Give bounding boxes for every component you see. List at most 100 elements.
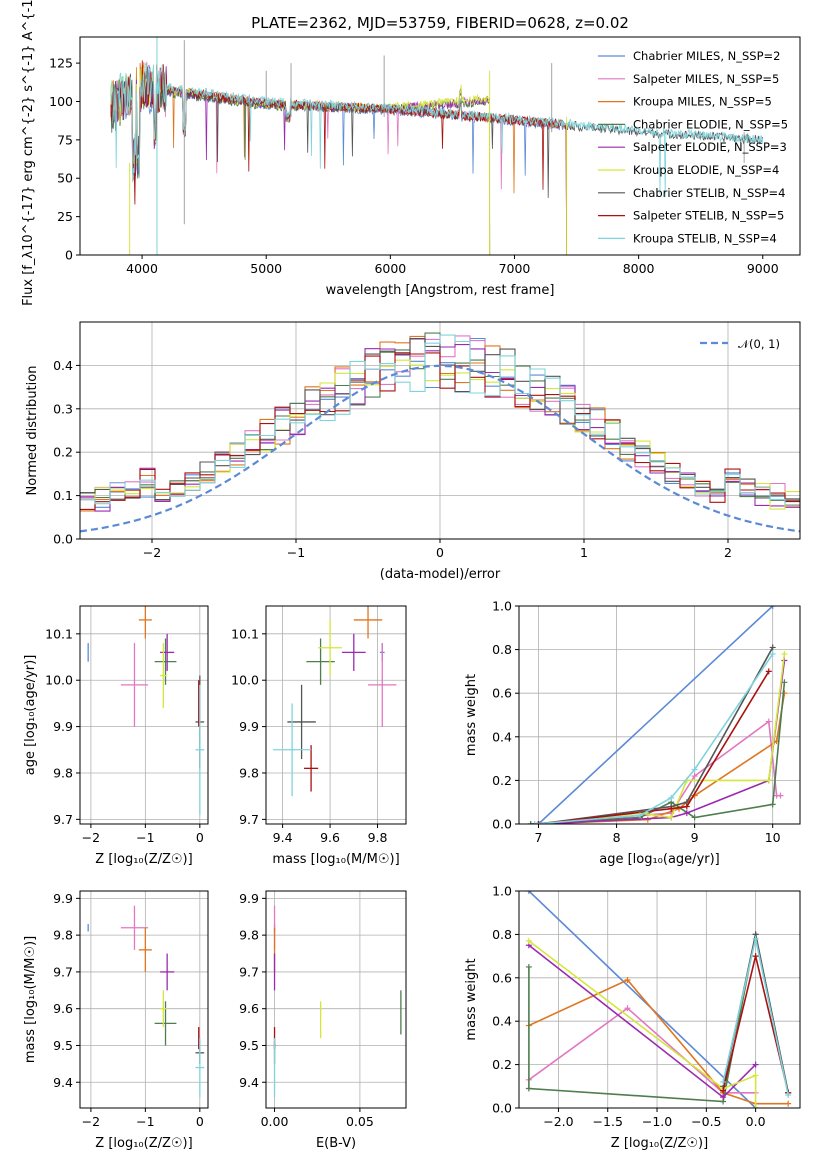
x-axis-label: age [log₁₀(age/yr)] (599, 852, 720, 867)
y-tick-label: 9.6 (53, 1001, 73, 1016)
mass-weight-line (528, 891, 757, 1108)
mass-weight-marker (636, 812, 643, 819)
y-tick-label: 9.9 (53, 891, 73, 906)
legend-entry: Salpeter STELIB, N_SSP=5 (633, 209, 784, 223)
legend-entry: Salpeter ELODIE, N_SSP=3 (633, 140, 787, 154)
x-tick-label: 8 (613, 830, 621, 845)
y-tick-label: 9.7 (239, 812, 259, 827)
age-vs-z-panel: −2 −1 0 9.7 9.8 9.9 10.0 10.1 Z [log₁₀(Z/Z☉)] age… (23, 605, 209, 867)
y-tick-label: 9.9 (239, 719, 259, 734)
axes-frame (265, 605, 407, 825)
y-tick-label: 0.4 (53, 358, 73, 373)
mass-weight-marker (691, 814, 698, 821)
y-tick-label: 1.0 (492, 884, 512, 899)
error-bar-point (160, 953, 175, 991)
y-tick-label: 100 (49, 94, 73, 109)
plot-area (80, 332, 800, 533)
mass-weight-marker (765, 777, 772, 784)
grid (80, 606, 208, 824)
x-tick-label: 8000 (623, 261, 655, 276)
y-tick-label: 0.8 (492, 927, 512, 942)
mass-vs-ebv-panel: 0.00 0.05 9.4 9.5 9.6 9.7 9.8 9.9 E(B-V) (239, 890, 407, 1151)
x-tick-label: 0.05 (346, 1114, 374, 1129)
mass-weight-marker (720, 1078, 727, 1085)
mass-weight-marker (525, 891, 532, 894)
y-tick-label: 0.4 (492, 729, 512, 744)
mass-weight-marker (769, 650, 776, 657)
y-tick-label: 9.7 (53, 812, 73, 827)
y-tick-label: 0.2 (53, 445, 73, 460)
plot-area (525, 891, 792, 1108)
mass-weight-line (528, 940, 757, 1108)
x-tick-label: 7 (535, 830, 543, 845)
legend-entry: 𝒩(0, 1) (738, 337, 780, 351)
axes-frame (79, 321, 801, 540)
grid (266, 891, 406, 1108)
y-tick-label: 9.8 (239, 765, 259, 780)
error-bar-point (138, 927, 152, 972)
y-tick-label: 0.1 (53, 488, 73, 503)
x-tick-label: −2 (143, 545, 161, 560)
axes-frame (518, 605, 801, 825)
y-tick-label: 10.0 (231, 673, 259, 688)
mass-weight-marker (785, 1100, 792, 1107)
y-tick-label: 9.7 (239, 964, 259, 979)
error-bar-point (120, 643, 149, 727)
mass-weight-marker (720, 1087, 727, 1094)
axes-frame (265, 890, 407, 1109)
mass-weight-marker (525, 937, 532, 944)
mass-weight-line (538, 647, 774, 824)
legend-entry: Chabrier STELIB, N_SSP=4 (633, 186, 785, 200)
x-tick-label: −1 (136, 1114, 154, 1129)
x-tick-label: 6000 (374, 261, 406, 276)
error-bar-point (273, 703, 312, 797)
error-bar-point (318, 619, 342, 676)
mass-weight-marker (781, 690, 788, 697)
x-tick-label: −2 (82, 1114, 100, 1129)
spectrum-panel: 4000 5000 6000 7000 8000 9000 0 25 50 75 100 125 wav… (21, 0, 801, 306)
mass-weight-marker (752, 1061, 759, 1068)
y-tick-label: 0 (65, 248, 73, 263)
mass-weight-marker (765, 668, 772, 675)
residual-histogram (80, 334, 800, 506)
axes-frame (79, 605, 209, 825)
mass-weight-marker (668, 814, 675, 821)
y-tick-label: 9.6 (239, 1001, 259, 1016)
x-tick-label: 0 (196, 830, 204, 845)
error-bar-point (138, 606, 152, 639)
normal-curve (80, 364, 800, 533)
legend-entry: Salpeter MILES, N_SSP=5 (633, 72, 779, 86)
error-bar-point (160, 633, 175, 671)
y-tick-label: 75 (57, 132, 73, 147)
x-tick-label: 5000 (250, 261, 282, 276)
mass-weight-line (537, 606, 774, 824)
spectrum-series-line (110, 63, 764, 198)
mass-weight-marker (683, 810, 690, 817)
y-tick-label: 10.1 (231, 626, 259, 641)
y-tick-label: 25 (57, 209, 73, 224)
y-tick-label: 9.5 (53, 1038, 73, 1053)
mass-weight-marker (525, 1085, 532, 1092)
plot-area (87, 606, 205, 815)
age-vs-mass-panel: 9.4 9.6 9.8 9.7 9.8 9.9 10.0 10.1 mass [log₁₀(M/… (231, 605, 407, 867)
y-axis-label: mass weight (464, 674, 479, 756)
x-tick-label: −2.0 (543, 1114, 573, 1129)
error-bar-point (160, 990, 167, 1028)
error-bar-point (195, 684, 205, 815)
x-tick-label: 9.8 (368, 830, 388, 845)
error-bar-point (160, 643, 167, 709)
mass-weight-marker (527, 821, 534, 824)
y-axis-label: Flux [f_λ10^{-17} erg cm^{-2} s^{-1} A^{… (21, 0, 36, 306)
mass-weight-vs-z-panel: −2.0 −1.5 −1.0 −0.5 0.0 0.0 0.2 0.4 0.6 0.8 1.0 Z [… (464, 884, 801, 1151)
mass-weight-marker (668, 805, 675, 812)
mass-weight-marker (765, 718, 772, 725)
x-tick-label: −1 (136, 830, 154, 845)
mass-weight-marker (752, 935, 759, 942)
mass-weight-marker (781, 650, 788, 657)
x-tick-label: 0.0 (746, 1114, 766, 1129)
plot-area (110, 37, 764, 255)
axes-frame (518, 890, 801, 1109)
chart-title: PLATE=2362, MJD=53759, FIBERID=0628, z=0… (251, 14, 629, 32)
